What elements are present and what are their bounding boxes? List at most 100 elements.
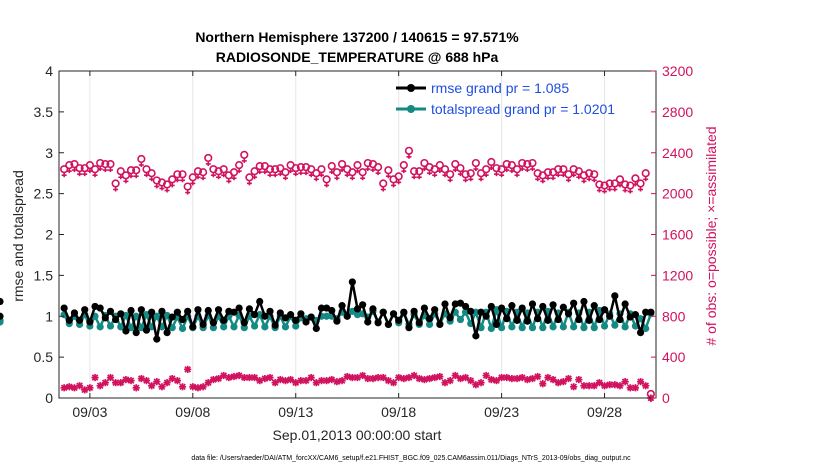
rmse-point [189,323,197,331]
y-axis-left-label: rmse and totalspread [10,170,26,302]
legend: rmse grand pr = 1.085 totalspread grand … [396,80,615,117]
obs-assimilated-marker-d2 [534,373,541,380]
plot-area [59,71,656,398]
rmse-point [194,306,202,314]
legend-spread-marker [407,105,415,113]
y-right-tick-label: 2000 [662,186,693,202]
rmse-point [297,310,305,318]
rmse-point [395,316,403,324]
obs-assimilated-marker-d2 [102,379,109,386]
obs-assimilated-marker-d2 [498,374,505,381]
y-left-tick-label: 1.5 [34,267,54,283]
totalspread-point [611,321,619,329]
rmse-point [461,302,470,311]
x-tick-label: 09/13 [278,404,313,420]
rmse-point [374,319,382,327]
obs-layer [60,146,655,402]
rmse-point [611,292,619,300]
y-left-tick-label: 4 [45,63,53,79]
rmse-point [405,324,413,332]
rmse-point [178,315,187,324]
rmse-point [250,311,259,319]
y-right-tick-label: 2400 [662,145,693,161]
rmse-point [559,303,567,311]
rmse-point [456,299,465,307]
obs-assimilated-marker-d2 [451,372,459,379]
totalspread-point [600,322,609,330]
right-axis: 0 400 800 1200 1600 2000 2400 2800 3200 [651,63,693,406]
obs-assimilated-marker-d2 [318,377,325,384]
obs-assimilated-marker-d2 [184,366,191,373]
rmse-point [70,309,79,317]
rmse-point [101,314,109,322]
x-axis: 09/03 09/08 09/13 09/18 09/23 09/28 [72,71,622,420]
rmse-point [431,306,439,314]
rmse-point [631,311,640,319]
obs-assimilated-marker-d2 [385,377,392,384]
rmse-point [333,317,341,325]
rmse-point [168,313,176,321]
obs-assimilated-marker-d2 [616,382,624,390]
obs-assimilated-marker-d2 [395,374,402,381]
series-layer [0,278,655,343]
obs-assimilated-marker-d2 [590,382,598,390]
obs-assimilated-marker-d2 [482,372,490,379]
obs-assimilated-marker-d2 [179,383,186,391]
rmse-point [554,315,562,324]
rmse-point [245,305,254,313]
rmse-point [570,299,578,307]
totalspread-point [117,323,125,331]
totalspread-point [570,323,578,331]
obs-assimilated-marker-d2 [117,379,125,386]
rmse-point [230,308,238,316]
obs-assimilated-marker-d2 [585,382,593,390]
rmse-point [389,310,398,318]
obs-assimilated-marker-d2 [271,379,279,386]
obs-assimilated-marker-d2 [343,373,351,380]
rmse-point [482,312,490,320]
y-left-tick-label: 0.5 [34,349,54,365]
obs-assimilated-marker-d2 [390,379,397,386]
y-left-tick-label: 2 [45,227,53,243]
legend-spread-label: totalspread grand pr = 1.0201 [431,101,615,117]
obs-assimilated-marker-d2 [220,372,227,379]
rmse-point [0,312,4,320]
rmse-point [446,314,454,322]
obs-assimilated-marker-d2 [508,375,516,382]
rmse-point [317,304,326,312]
rmse-point [498,304,506,312]
obs-assimilated-marker-d2 [544,374,552,381]
rmse-point [307,313,315,321]
rmse-point [96,304,104,312]
obs-assimilated-marker-d2 [637,378,644,385]
rmse-point [148,308,156,316]
rmse-point [636,329,645,337]
y-left-tick-label: 2.5 [34,186,54,202]
obs-assimilated-marker-d2 [364,375,372,382]
obs-assimilated-marker-d2 [235,372,243,379]
obs-assimilated-marker-d2 [138,375,145,382]
rmse-point [65,316,73,324]
rmse-point [359,301,367,309]
rmse-point [106,307,115,315]
totalspread-point [508,323,516,331]
y-right-tick-label: 400 [662,349,686,365]
rmse-point [60,304,68,312]
rmse-point [328,306,336,315]
rmse-point [235,304,243,312]
y-right-tick-label: 0 [662,390,670,406]
y-axis-right-label: # of obs: o=possible; ×=assimilated [703,126,719,345]
chart-title-line1: Northern Hemisphere 137200 / 140615 = 97… [195,29,519,45]
rmse-point [127,306,135,315]
totalspread-point [323,312,331,320]
rmse-point [564,310,573,318]
rmse-point [353,305,362,313]
totalspread-point [250,322,259,330]
legend-rmse-label: rmse grand pr = 1.085 [431,80,569,96]
rmse-point [266,307,274,315]
totalspread-point [539,324,547,332]
rmse-point [81,306,89,314]
rmse-point [112,315,120,324]
obs-assimilated-marker-d2 [246,374,253,381]
